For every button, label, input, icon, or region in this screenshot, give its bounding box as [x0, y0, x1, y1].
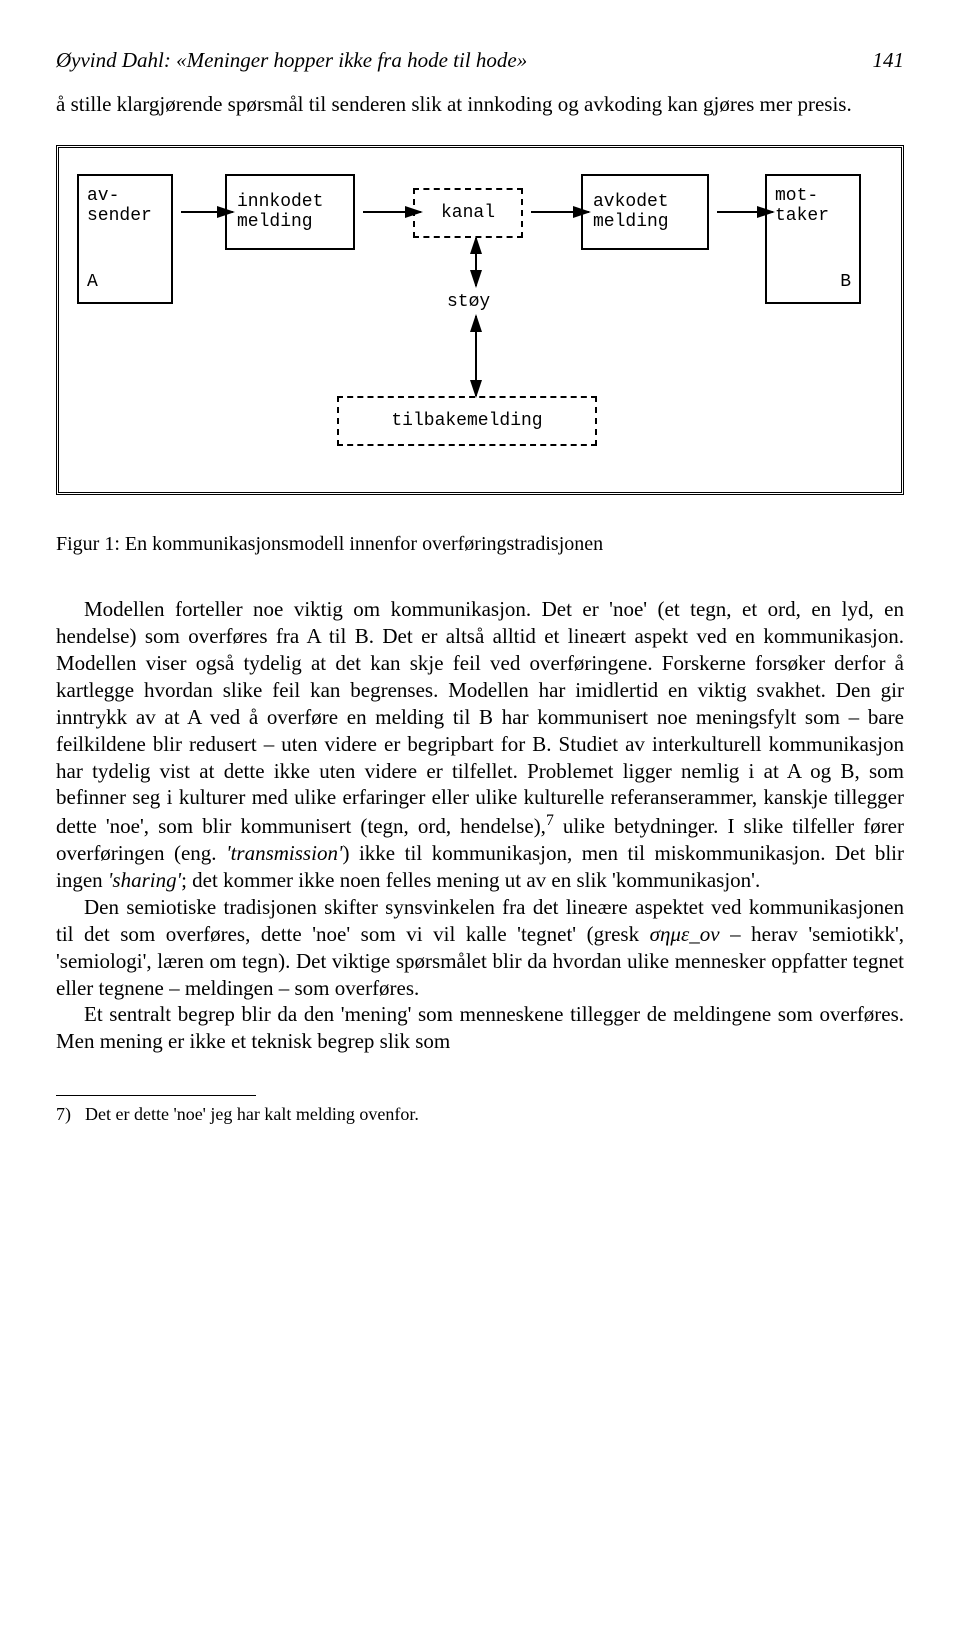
noise-label: støy [447, 292, 490, 312]
node-avkodet: avkodetmelding [581, 174, 709, 250]
node-kanal-label: kanal [441, 203, 495, 223]
paragraph-1: Modellen forteller noe viktig om kommuni… [56, 596, 904, 894]
body-text: Modellen forteller noe viktig om kommuni… [56, 596, 904, 1055]
footnote-marker: 7) [56, 1104, 71, 1125]
paragraph-1-head: Modellen forteller noe viktig om kommuni… [56, 597, 904, 838]
paragraph-3: Et sentralt begrep blir da den 'mening' … [56, 1001, 904, 1055]
node-avkodet-label: avkodetmelding [593, 192, 669, 232]
node-kanal: kanal [413, 188, 523, 238]
figure-1-frame: av-sender A innkodetmelding kanal avkode… [56, 145, 904, 495]
node-mottaker-sublabel: B [775, 272, 851, 292]
footnote-7: 7) Det er dette 'noe' jeg har kalt meldi… [56, 1104, 904, 1125]
node-avsender-label: av-sender [87, 186, 163, 226]
footnote-ref-7: 7 [546, 812, 554, 829]
running-title: Øyvind Dahl: «Meninger hopper ikke fra h… [56, 48, 527, 73]
node-tilbakemelding-label: tilbakemelding [391, 411, 542, 431]
figure-1-caption: Figur 1: En kommunikasjonsmodell innenfo… [56, 533, 904, 556]
node-innkodet-label: innkodetmelding [237, 192, 323, 232]
greek-term: σημε_ον [650, 922, 720, 946]
node-innkodet: innkodetmelding [225, 174, 355, 250]
figure-1-diagram: av-sender A innkodetmelding kanal avkode… [77, 174, 883, 474]
page-number: 141 [873, 48, 905, 73]
node-tilbakemelding: tilbakemelding [337, 396, 597, 446]
node-mottaker: mot-taker B [765, 174, 861, 304]
intro-paragraph: å stille klargjørende spørsmål til sende… [56, 91, 904, 117]
node-avsender-sublabel: A [87, 272, 163, 292]
node-avsender: av-sender A [77, 174, 173, 304]
node-mottaker-label: mot-taker [775, 186, 851, 226]
paragraph-2: Den semiotiske tradisjonen skifter synsv… [56, 894, 904, 1002]
footnote-text: Det er dette 'noe' jeg har kalt melding … [85, 1104, 419, 1125]
page-header: Øyvind Dahl: «Meninger hopper ikke fra h… [56, 48, 904, 73]
footnote-separator [56, 1095, 256, 1096]
